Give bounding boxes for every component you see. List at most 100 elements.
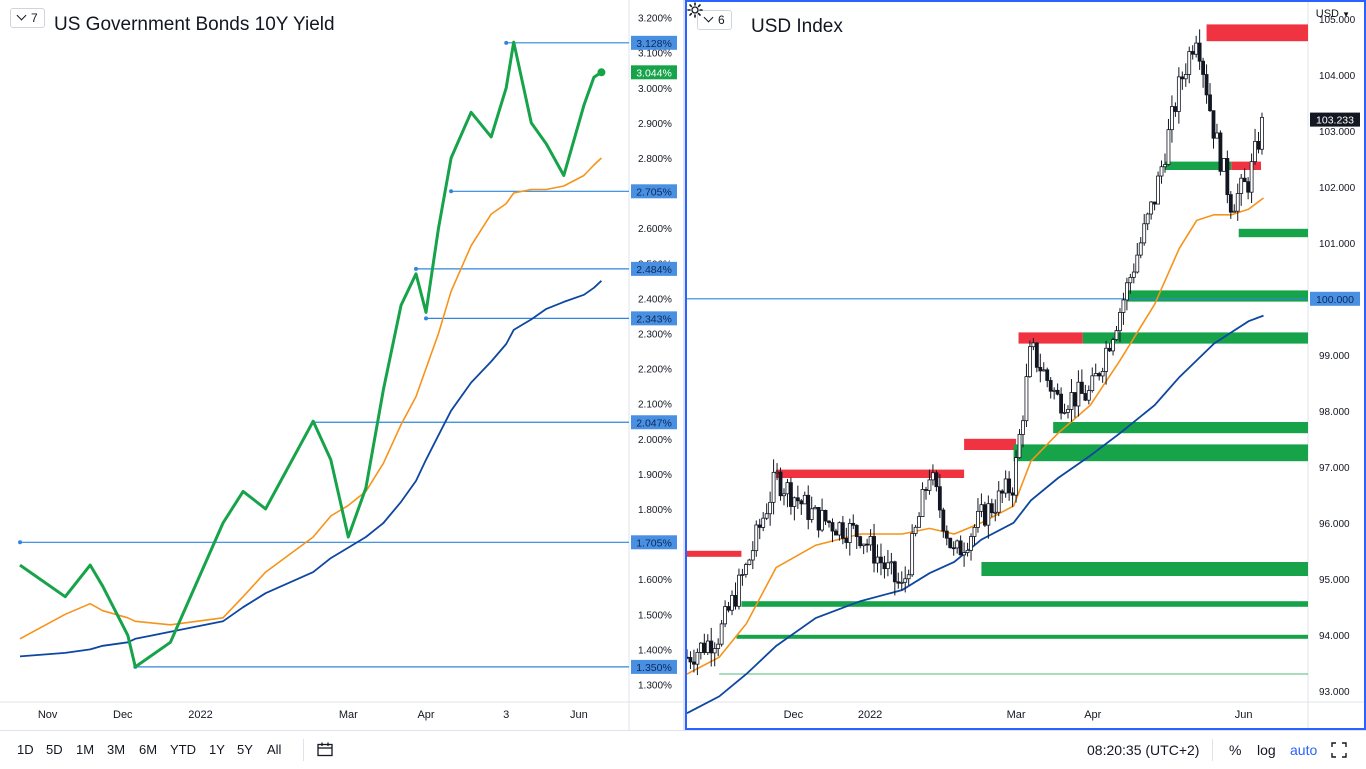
y-tick-label: 93.000 (1319, 687, 1350, 698)
timeframe-5y[interactable]: 5Y (237, 742, 253, 757)
candle-body (764, 513, 769, 519)
resistance-zone (964, 438, 1017, 450)
candle-body (1149, 201, 1154, 215)
candle-body (996, 490, 1001, 513)
x-tick-label: 2022 (188, 709, 212, 721)
chevron-down-icon: ▼ (1342, 10, 1350, 19)
candle-body (882, 562, 887, 570)
level-price-label-bg (631, 659, 677, 674)
usd-collapse-toggle[interactable]: 6 (697, 10, 732, 30)
y-tick-label: 95.000 (1319, 575, 1350, 586)
timeframe-1m[interactable]: 1M (76, 742, 95, 757)
candle-body (1152, 201, 1157, 205)
candle-body (858, 536, 863, 547)
candle-body (1194, 42, 1199, 55)
candle-body (924, 489, 928, 491)
resistance-zone (776, 469, 965, 478)
timeframe-5d[interactable]: 5D (46, 742, 63, 757)
candle-body (1031, 342, 1036, 348)
candle-body (1128, 276, 1133, 284)
candle-body (820, 509, 824, 531)
candle-body (872, 536, 876, 564)
candle-body (768, 501, 773, 515)
yield-ma-fast-line (19, 157, 602, 640)
x-tick-label: Dec (784, 709, 804, 721)
usd-ma-fast-line (687, 197, 1264, 675)
candle-body (1218, 132, 1223, 172)
currency-selector[interactable]: USD ▼ (1316, 8, 1350, 20)
candle-body (834, 530, 838, 536)
toolbar-separator (303, 739, 304, 761)
candle-body (1048, 380, 1053, 392)
candle-body (1156, 175, 1160, 205)
candle-body (1086, 390, 1091, 401)
timeframe-1d[interactable]: 1D (17, 742, 34, 757)
candle-body (989, 503, 994, 514)
usd-index-chart-pane[interactable]: 105.000 104.000 103.000 102.000 101.000 100.0… (685, 0, 1366, 730)
candle-body (806, 494, 811, 520)
candle-body (1003, 478, 1008, 494)
candle-body (761, 517, 766, 528)
support-zone (1164, 161, 1232, 170)
yield-collapse-toggle[interactable]: 7 (10, 8, 45, 28)
auto-scale-toggle[interactable]: auto (1290, 742, 1318, 758)
clock-time[interactable]: 08:20:35 (UTC+2) (1087, 742, 1200, 758)
yield-chart-pane[interactable]: 3.200%3.100%3.000%2.900%2.800%2.700%2.60… (0, 0, 683, 730)
level-price-label: 3.128% (636, 38, 672, 50)
candle-body (917, 516, 921, 528)
timeframe-1y[interactable]: 1Y (209, 742, 225, 757)
last-value-label-bg (1310, 112, 1360, 127)
y-tick-label: 1.400% (638, 645, 672, 656)
candle-body (1180, 76, 1185, 80)
candle-body (1221, 158, 1226, 172)
candle-body (1114, 330, 1119, 340)
candle-body (879, 556, 883, 564)
y-tick-label: 2.400% (638, 294, 672, 305)
level-price-label-bg (631, 311, 677, 326)
gear-icon[interactable] (687, 2, 703, 18)
candle-body (1260, 117, 1264, 150)
candle-body (969, 536, 973, 551)
date-range-icon[interactable] (317, 742, 335, 758)
timeframe-3m[interactable]: 3M (107, 742, 126, 757)
candle-body (799, 500, 804, 505)
candle-body (782, 493, 786, 497)
candle-body (1232, 210, 1237, 213)
candle-body (861, 543, 866, 547)
percent-scale-toggle[interactable]: % (1229, 742, 1242, 758)
candle-body (1010, 492, 1015, 496)
candle-body (1076, 381, 1081, 407)
candle-body (778, 471, 783, 497)
last-value-label: 103.233 (1316, 115, 1354, 127)
candle-body (737, 574, 741, 607)
timeframe-6m[interactable]: 6M (139, 742, 158, 757)
pane-divider[interactable] (683, 0, 685, 730)
usd-chart-title: USD Index (751, 16, 843, 37)
usd-index-chart-canvas[interactable]: 105.000 104.000 103.000 102.000 101.000 100.0… (687, 2, 1364, 728)
fullscreen-icon[interactable] (1331, 742, 1347, 758)
timeframe-ytd[interactable]: YTD (170, 742, 196, 757)
candle-body (726, 606, 731, 611)
log-scale-toggle[interactable]: log (1257, 742, 1276, 758)
yield-chart-canvas[interactable]: 3.200%3.100%3.000%2.900%2.800%2.700%2.60… (0, 0, 683, 730)
level-anchor-point (413, 266, 418, 271)
candle-body (899, 581, 904, 584)
last-value-label-bg (631, 65, 677, 80)
candle-body (854, 524, 859, 538)
candle-body (1034, 342, 1039, 368)
candle-body (979, 504, 984, 512)
candle-body (965, 549, 970, 553)
candle-body (695, 652, 700, 665)
candle-body (934, 472, 939, 488)
candle-body (875, 556, 880, 564)
candle-body (1183, 74, 1188, 80)
candle-body (1208, 94, 1212, 112)
resistance-zone (1231, 161, 1261, 170)
candle-body (1090, 375, 1095, 392)
candle-body (1100, 371, 1105, 377)
support-zone (1127, 290, 1308, 302)
timeframe-all[interactable]: All (267, 742, 282, 757)
candle-body (698, 642, 703, 653)
candle-body (823, 509, 828, 522)
candle-body (1138, 242, 1143, 256)
